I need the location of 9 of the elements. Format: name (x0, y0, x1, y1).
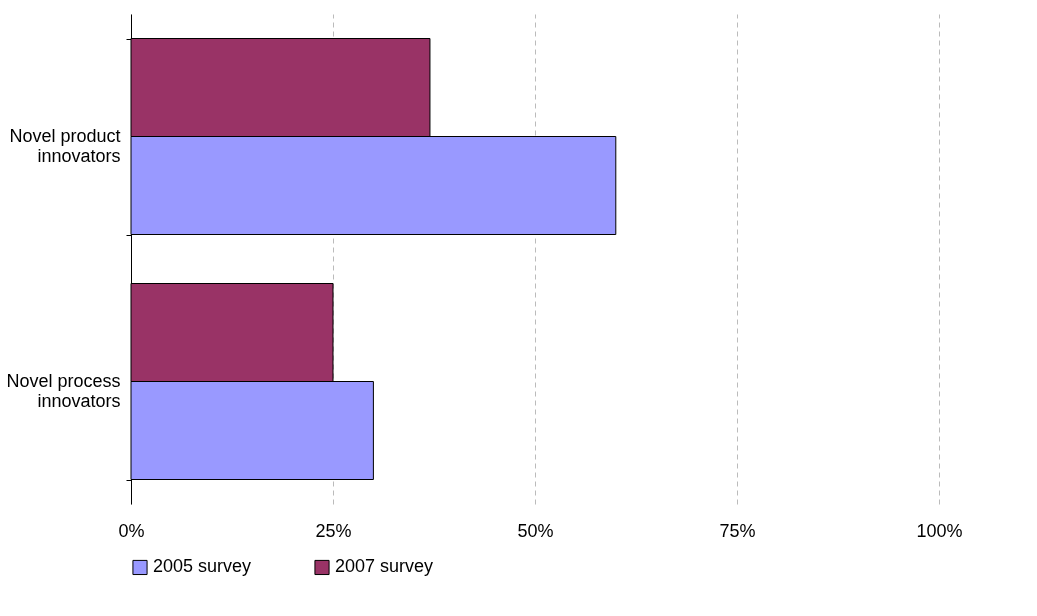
legend-label: 2005 survey (153, 556, 252, 577)
x-tick-label: 50% (517, 520, 554, 541)
y-tick-label: Novel process innovators (6, 371, 121, 411)
x-tick-label: 25% (315, 520, 352, 541)
y-tick-label: Novel product innovators (9, 126, 121, 166)
x-tick-label: 100% (916, 520, 963, 541)
x-tick-label: 75% (719, 520, 756, 541)
legend-label: 2007 survey (335, 556, 434, 577)
x-tick-label: 0% (118, 520, 145, 541)
